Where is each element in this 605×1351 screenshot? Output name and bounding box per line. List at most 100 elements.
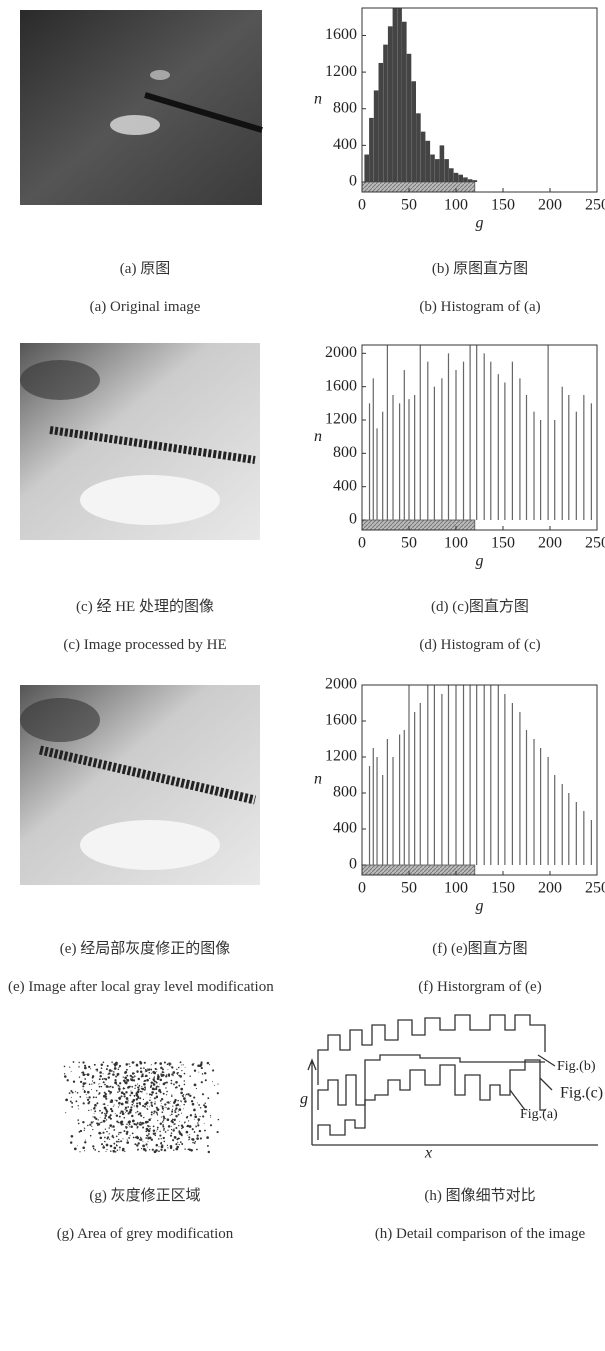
speckle-dot (197, 1124, 199, 1126)
speckle-dot (157, 1074, 159, 1076)
speckle-dot (117, 1085, 119, 1087)
x-tick-label: 0 (358, 197, 366, 214)
speckle-dot (142, 1088, 145, 1091)
speckle-dot (126, 1141, 129, 1144)
speckle-dot (150, 1069, 152, 1071)
bar (379, 63, 384, 182)
speckle-dot (154, 1103, 156, 1105)
speckle-dot (178, 1085, 180, 1087)
speckle-dot (167, 1145, 168, 1146)
speckle-dot (149, 1093, 151, 1095)
speckle-dot (134, 1088, 135, 1089)
bar (463, 685, 464, 865)
speckle-dot (199, 1064, 202, 1067)
speckle-dot (163, 1137, 165, 1139)
speckle-dot (178, 1114, 180, 1116)
speckle-dot (131, 1115, 133, 1117)
speckle-dot (143, 1148, 146, 1151)
x-axis-label: g (476, 553, 484, 570)
bar (402, 22, 407, 182)
speckle-dot (174, 1111, 176, 1113)
speckle-dot (117, 1073, 120, 1076)
speckle-dot (149, 1128, 150, 1129)
speckle-dot (103, 1073, 104, 1074)
bar (388, 26, 393, 182)
speckle-dot (163, 1120, 164, 1121)
speckle-dot (119, 1116, 121, 1118)
speckle-dot (150, 1085, 152, 1087)
speckle-dot (136, 1137, 139, 1140)
speckle-dot (175, 1107, 177, 1109)
bar (455, 685, 456, 865)
speckle-dot (108, 1074, 109, 1075)
speckle-dot (91, 1121, 93, 1123)
speckle-dot (111, 1135, 113, 1137)
speckle-dot (138, 1078, 140, 1080)
pointer (510, 1055, 555, 1110)
speckle-dot (140, 1115, 142, 1117)
speckle-dot (153, 1126, 155, 1128)
x-tick-label: 200 (538, 535, 562, 552)
speckle-dot (112, 1086, 114, 1088)
speckle-dot (144, 1062, 146, 1064)
speckle-dot (171, 1132, 173, 1134)
speckle-dot (104, 1095, 107, 1098)
bar (548, 345, 549, 520)
speckle-dot (173, 1128, 174, 1129)
speckle-dot (207, 1097, 209, 1099)
bar (387, 345, 388, 520)
speckle-dot (118, 1069, 120, 1071)
speckle-dot (143, 1117, 144, 1118)
speckle-dot (144, 1089, 146, 1091)
speckle-dot (105, 1093, 107, 1095)
bar (468, 179, 473, 182)
speckle-dot (157, 1097, 158, 1098)
speckle-dot (196, 1137, 199, 1140)
speckle-dot (185, 1095, 186, 1096)
speckle-dot (86, 1094, 87, 1095)
speckle-dot (137, 1127, 138, 1128)
speckle-dot (117, 1150, 118, 1151)
speckle-dot (85, 1140, 86, 1141)
speckle-dot (157, 1129, 158, 1130)
bar (583, 811, 584, 865)
speckle-dot (77, 1092, 79, 1094)
speckle-dot (100, 1075, 101, 1076)
speckle-dot (118, 1132, 119, 1133)
speckle-dot (77, 1145, 78, 1146)
bar (484, 353, 485, 520)
speckle-dot (155, 1092, 157, 1094)
bar (548, 757, 549, 865)
speckle-dot (156, 1086, 158, 1088)
y-tick-label: 2000 (325, 344, 357, 361)
speckle-dot (82, 1073, 85, 1076)
speckle-dot (184, 1122, 185, 1123)
speckle-dot (190, 1114, 192, 1116)
speckle-dot (133, 1137, 135, 1139)
speckle-dot (106, 1068, 108, 1070)
y-tick-label: 400 (333, 820, 357, 837)
speckle-dot (194, 1115, 197, 1118)
speckle-dot (119, 1090, 121, 1092)
speckle-dot (199, 1116, 200, 1117)
speckle-dot (154, 1063, 156, 1065)
speckle-dot (210, 1124, 212, 1126)
speckle-dot (109, 1133, 110, 1134)
speckle-dot (164, 1061, 166, 1063)
y-tick-label: 2000 (325, 676, 357, 693)
speckle-dot (126, 1123, 128, 1125)
bar (383, 45, 388, 182)
bar (369, 403, 370, 520)
speckle-dot (171, 1129, 172, 1130)
speckle-dot (134, 1105, 135, 1106)
speckle-dot (137, 1149, 139, 1151)
y-tick-label: 400 (333, 477, 357, 494)
speckle-dot (147, 1137, 150, 1140)
speckle-dot (130, 1075, 132, 1077)
speckle-dot (140, 1067, 142, 1069)
speckle-dot (196, 1149, 198, 1151)
speckle-dot (165, 1118, 166, 1119)
speckle-dot (200, 1137, 202, 1139)
speckle-dot (160, 1105, 161, 1106)
speckle-dot (185, 1067, 186, 1068)
